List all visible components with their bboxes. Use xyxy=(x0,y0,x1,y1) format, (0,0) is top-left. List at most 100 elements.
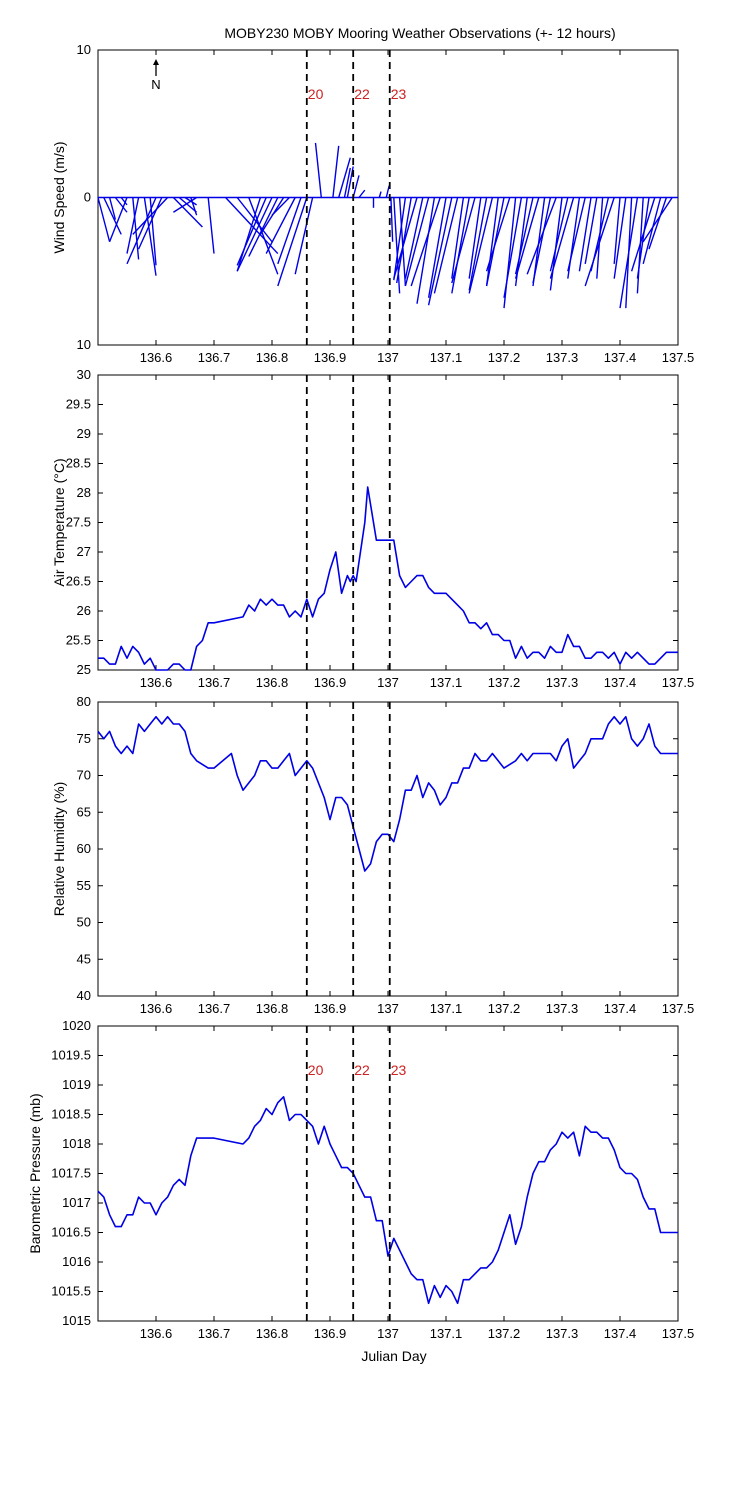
y-tick-label: 1019.5 xyxy=(51,1048,91,1063)
x-tick-label: 136.6 xyxy=(140,1326,173,1341)
x-tick-label: 136.6 xyxy=(140,350,173,365)
wind-vector xyxy=(207,197,215,254)
data-line xyxy=(97,1096,678,1305)
y-tick-label: 1016.5 xyxy=(51,1225,91,1240)
wind-vector xyxy=(126,197,157,265)
x-tick-label: 137.2 xyxy=(488,1001,521,1016)
wind-vector xyxy=(172,197,203,228)
wind-vector xyxy=(385,185,390,198)
plot-frame xyxy=(97,1025,679,1322)
wind-vector xyxy=(549,197,575,279)
plot-frame xyxy=(97,701,679,997)
event-marker-label: 23 xyxy=(391,1062,407,1078)
x-tick-label: 137 xyxy=(377,675,399,690)
wind-vector xyxy=(332,145,340,198)
x-tick-label: 136.7 xyxy=(198,1326,231,1341)
wind-vector xyxy=(236,197,267,266)
wind-vector xyxy=(120,197,128,206)
y-tick-label: 0 xyxy=(84,190,91,205)
x-tick-label: 136.9 xyxy=(314,350,347,365)
wind-vector xyxy=(338,157,351,198)
x-tick-label: 137 xyxy=(377,1001,399,1016)
wind-vector xyxy=(549,197,569,272)
x-tick-label: 137.1 xyxy=(430,350,463,365)
y-tick-label: 29.5 xyxy=(66,397,91,412)
figure-title: MOBY230 MOBY Mooring Weather Observation… xyxy=(224,25,615,41)
y-tick-label: 28 xyxy=(77,485,91,500)
wind-vector xyxy=(358,189,366,198)
x-tick-label: 137.3 xyxy=(546,1001,579,1016)
wind-vector xyxy=(108,197,117,220)
y-tick-label: 1017.5 xyxy=(51,1166,91,1181)
wind-vector xyxy=(427,197,447,298)
wind-vector xyxy=(248,197,279,275)
wind-vector xyxy=(427,197,453,306)
wind-vector xyxy=(294,197,314,275)
panel-4: 136.6 136.7 136.8 136.9 137 137.1 137.2 137.3 13… xyxy=(27,1018,694,1341)
wind-vector xyxy=(485,197,511,272)
wind-vector xyxy=(584,197,615,287)
wind-vector xyxy=(277,197,308,287)
x-tick-label: 137.4 xyxy=(604,350,637,365)
wind-vector xyxy=(526,197,557,275)
wind-vector xyxy=(514,197,534,275)
y-tick-label: 1016 xyxy=(62,1254,91,1269)
wind-vector xyxy=(343,167,351,198)
wind-vector xyxy=(468,197,488,291)
wind-vector xyxy=(265,197,296,254)
x-tick-label: 137.1 xyxy=(430,1326,463,1341)
y-tick-label: 45 xyxy=(77,951,91,966)
wind-vector xyxy=(271,197,290,216)
wind-vector xyxy=(314,142,322,198)
wind-vector xyxy=(636,197,650,279)
x-tick-label: 137.3 xyxy=(546,1326,579,1341)
x-tick-label: 136.8 xyxy=(256,350,289,365)
x-tick-label: 136.7 xyxy=(198,675,231,690)
y-tick-label: 1015.5 xyxy=(51,1284,91,1299)
wind-vector xyxy=(390,197,394,242)
wind-vector xyxy=(567,197,586,272)
x-tick-label: 136.8 xyxy=(256,675,289,690)
y-axis-label: Barometric Pressure (mb) xyxy=(27,1093,43,1253)
plot-frame xyxy=(97,374,679,671)
x-tick-label: 136.9 xyxy=(314,675,347,690)
wind-vector xyxy=(259,197,285,235)
x-tick-label: 136.9 xyxy=(314,1326,347,1341)
wind-vector xyxy=(404,197,430,287)
x-tick-label: 137.2 xyxy=(488,1326,521,1341)
wind-vector xyxy=(352,175,360,198)
north-label: N xyxy=(151,77,160,92)
x-tick-label: 137 xyxy=(377,1326,399,1341)
x-tick-label: 137.1 xyxy=(430,1001,463,1016)
y-tick-label: 70 xyxy=(77,768,91,783)
wind-vector xyxy=(451,197,476,284)
x-tick-label: 137.2 xyxy=(488,675,521,690)
panel-1: 136.6 136.7 136.8 136.9 137 137.1 137.2 137.3 13… xyxy=(51,42,694,365)
y-tick-label: 30 xyxy=(77,367,91,382)
y-tick-label: 27.5 xyxy=(66,515,91,530)
wind-vector xyxy=(514,197,540,279)
data-line xyxy=(97,715,678,872)
x-tick-label: 137.5 xyxy=(662,675,695,690)
wind-vector xyxy=(451,197,465,279)
wind-vector xyxy=(393,197,418,279)
wind-vector xyxy=(642,197,662,265)
y-tick-label: 27 xyxy=(77,544,91,559)
panel-2: 136.6 136.7 136.8 136.9 137 137.1 137.2 137.3 13… xyxy=(51,367,694,690)
y-tick-label: 26 xyxy=(77,603,91,618)
wind-vector xyxy=(468,197,494,294)
wind-vector xyxy=(132,197,169,235)
wind-vector xyxy=(642,197,673,243)
y-tick-label: 60 xyxy=(77,841,91,856)
wind-vector xyxy=(416,197,436,304)
wind-vector xyxy=(173,196,197,213)
wind-vector xyxy=(468,197,482,279)
x-axis-label: Julian Day xyxy=(361,1348,426,1364)
y-tick-label: 1020 xyxy=(62,1018,91,1033)
x-tick-label: 137 xyxy=(377,350,399,365)
wind-vector xyxy=(103,197,122,235)
wind-vector xyxy=(97,197,111,242)
wind-vector xyxy=(596,197,604,279)
wind-vector xyxy=(126,197,140,254)
